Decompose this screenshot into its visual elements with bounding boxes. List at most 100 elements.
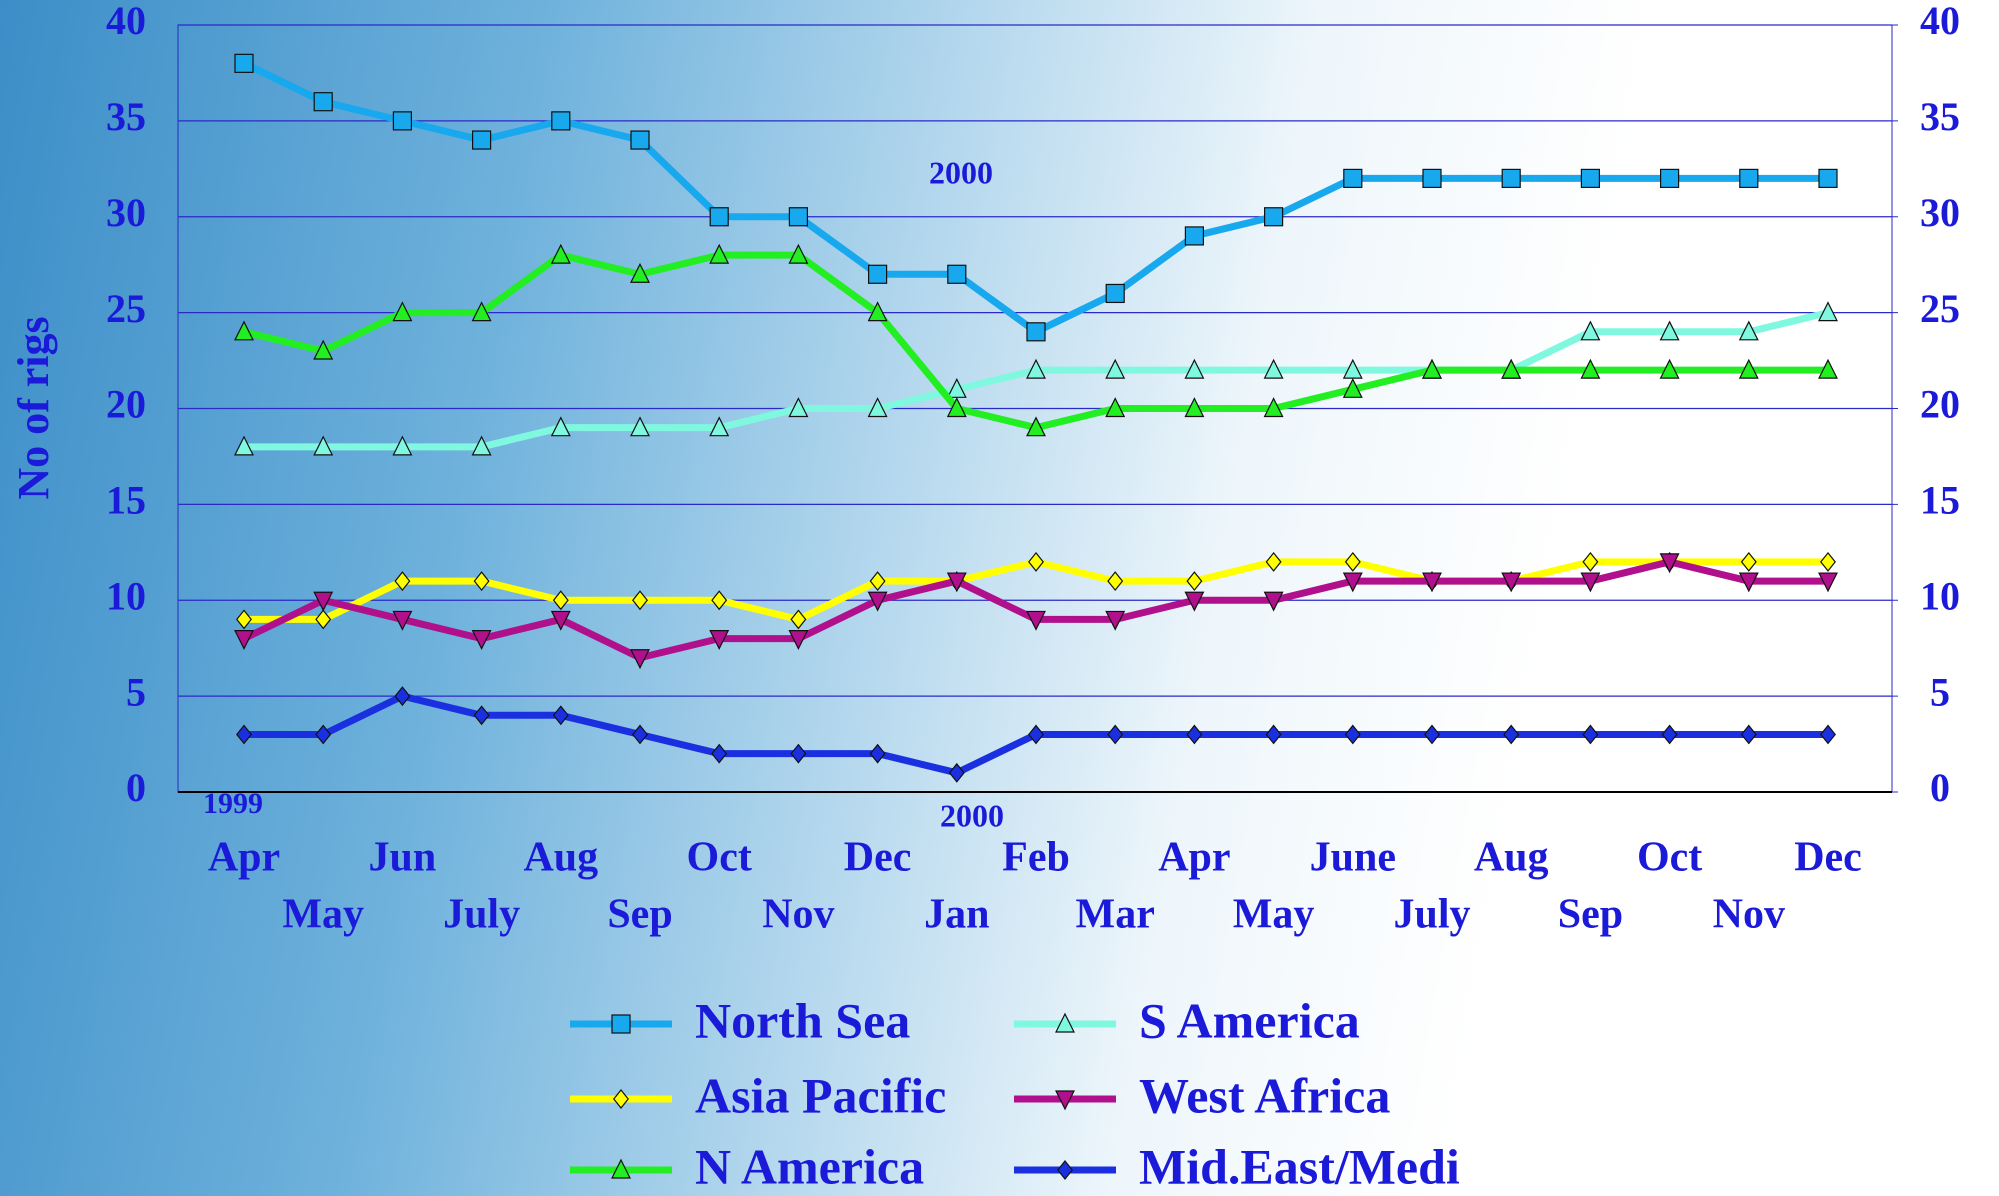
marker	[1662, 725, 1676, 743]
marker	[1265, 208, 1283, 226]
x-tick-label: Feb	[1002, 835, 1070, 881]
series	[235, 54, 1837, 340]
x-tick-label: Apr	[208, 835, 280, 881]
chart: No of rigs 0 5 10 15 20 25 30 35 40 0 5 10 15 20 25 30 3…	[0, 0, 1999, 1196]
legend-item: Mid.East/Medi	[1014, 1138, 1460, 1194]
marker	[1266, 553, 1280, 571]
marker	[712, 745, 726, 763]
marker	[554, 706, 568, 724]
y-tick-label: 30	[106, 190, 146, 235]
marker	[1187, 572, 1201, 590]
legend-label: Mid.East/Medi	[1139, 1138, 1460, 1194]
marker	[314, 93, 332, 111]
marker	[1106, 284, 1124, 302]
marker	[1423, 169, 1441, 187]
y2-tick-label: 5	[1930, 669, 1950, 714]
x-tick-label: Jun	[369, 835, 437, 881]
x-tick-label: July	[443, 892, 520, 938]
y-tick-label: 20	[106, 382, 146, 427]
marker	[1661, 169, 1679, 187]
marker	[237, 610, 251, 628]
marker	[1742, 553, 1756, 571]
x-tick-label: Oct	[687, 835, 752, 881]
series-line	[244, 63, 1828, 331]
series	[237, 687, 1835, 782]
marker	[552, 112, 570, 130]
x-tick-label: Aug	[523, 835, 598, 881]
legend-item: N America	[570, 1138, 924, 1194]
marker	[869, 265, 887, 283]
y-tick-label: 15	[106, 478, 146, 523]
marker	[1504, 725, 1518, 743]
marker	[710, 208, 728, 226]
y2-tick-label: 10	[1920, 573, 1960, 618]
legend-item: North Sea	[570, 992, 910, 1048]
y-tick-label: 0	[126, 765, 146, 810]
marker	[633, 725, 647, 743]
marker	[1108, 725, 1122, 743]
marker	[1583, 725, 1597, 743]
y2-tick-label: 35	[1920, 94, 1960, 139]
y-tick-label: 5	[126, 669, 146, 714]
marker	[1819, 169, 1837, 187]
y-tick-label: 10	[106, 573, 146, 618]
annotation: 2000	[929, 154, 993, 190]
marker	[633, 591, 647, 609]
legend-label: North Sea	[695, 992, 910, 1048]
marker	[1821, 725, 1835, 743]
marker	[235, 631, 253, 649]
marker	[1583, 553, 1597, 571]
x-tick-label: Dec	[1794, 835, 1862, 881]
x-tick-label: Oct	[1637, 835, 1702, 881]
marker	[1742, 725, 1756, 743]
x-tick-label: Aug	[1474, 835, 1549, 881]
x-tick-label: Apr	[1158, 835, 1230, 881]
x-tick-label: May	[1233, 892, 1315, 938]
y-tick-label: 40	[106, 0, 146, 43]
x-tick-label: Sep	[607, 892, 672, 938]
marker	[1187, 725, 1201, 743]
marker	[1425, 725, 1439, 743]
marker	[1581, 169, 1599, 187]
x-tick-label: June	[1310, 835, 1396, 881]
y2-tick-label: 15	[1920, 478, 1960, 523]
y2-tick-label: 25	[1920, 286, 1960, 331]
marker	[948, 265, 966, 283]
annotation: 1999	[203, 787, 263, 820]
y-tick-label: 25	[106, 286, 146, 331]
y2-tick-label: 40	[1920, 0, 1960, 43]
y-tick-label: 35	[106, 94, 146, 139]
x-tick-label: Nov	[1713, 892, 1785, 938]
marker	[1821, 553, 1835, 571]
marker	[1266, 725, 1280, 743]
marker	[474, 706, 488, 724]
marker	[554, 591, 568, 609]
marker	[870, 745, 884, 763]
legend-label: S America	[1139, 992, 1360, 1048]
marker	[1027, 323, 1045, 341]
y2-tick-label: 0	[1930, 765, 1950, 810]
legend-item: West Africa	[1014, 1067, 1390, 1123]
marker	[1185, 227, 1203, 245]
x-tick-label: May	[282, 892, 364, 938]
marker	[791, 745, 805, 763]
legend-marker	[612, 1015, 630, 1033]
marker	[235, 54, 253, 72]
legend-label: N America	[695, 1138, 924, 1194]
legend-label: Asia Pacific	[695, 1067, 946, 1123]
marker	[1740, 169, 1758, 187]
legend-marker	[1058, 1161, 1072, 1179]
x-tick-label: Nov	[762, 892, 834, 938]
marker	[712, 591, 726, 609]
marker	[1344, 169, 1362, 187]
x-tick-label: Sep	[1558, 892, 1623, 938]
legend-item: S America	[1014, 992, 1360, 1048]
y-axis-label: No of rigs	[9, 316, 58, 499]
x-tick-label: July	[1393, 892, 1470, 938]
y2-tick-label: 20	[1920, 382, 1960, 427]
marker	[631, 131, 649, 149]
y2-tick-label: 30	[1920, 190, 1960, 235]
legend-label: West Africa	[1139, 1067, 1390, 1123]
legend-item: Asia Pacific	[570, 1067, 946, 1123]
annotation: 2000	[940, 797, 1004, 833]
